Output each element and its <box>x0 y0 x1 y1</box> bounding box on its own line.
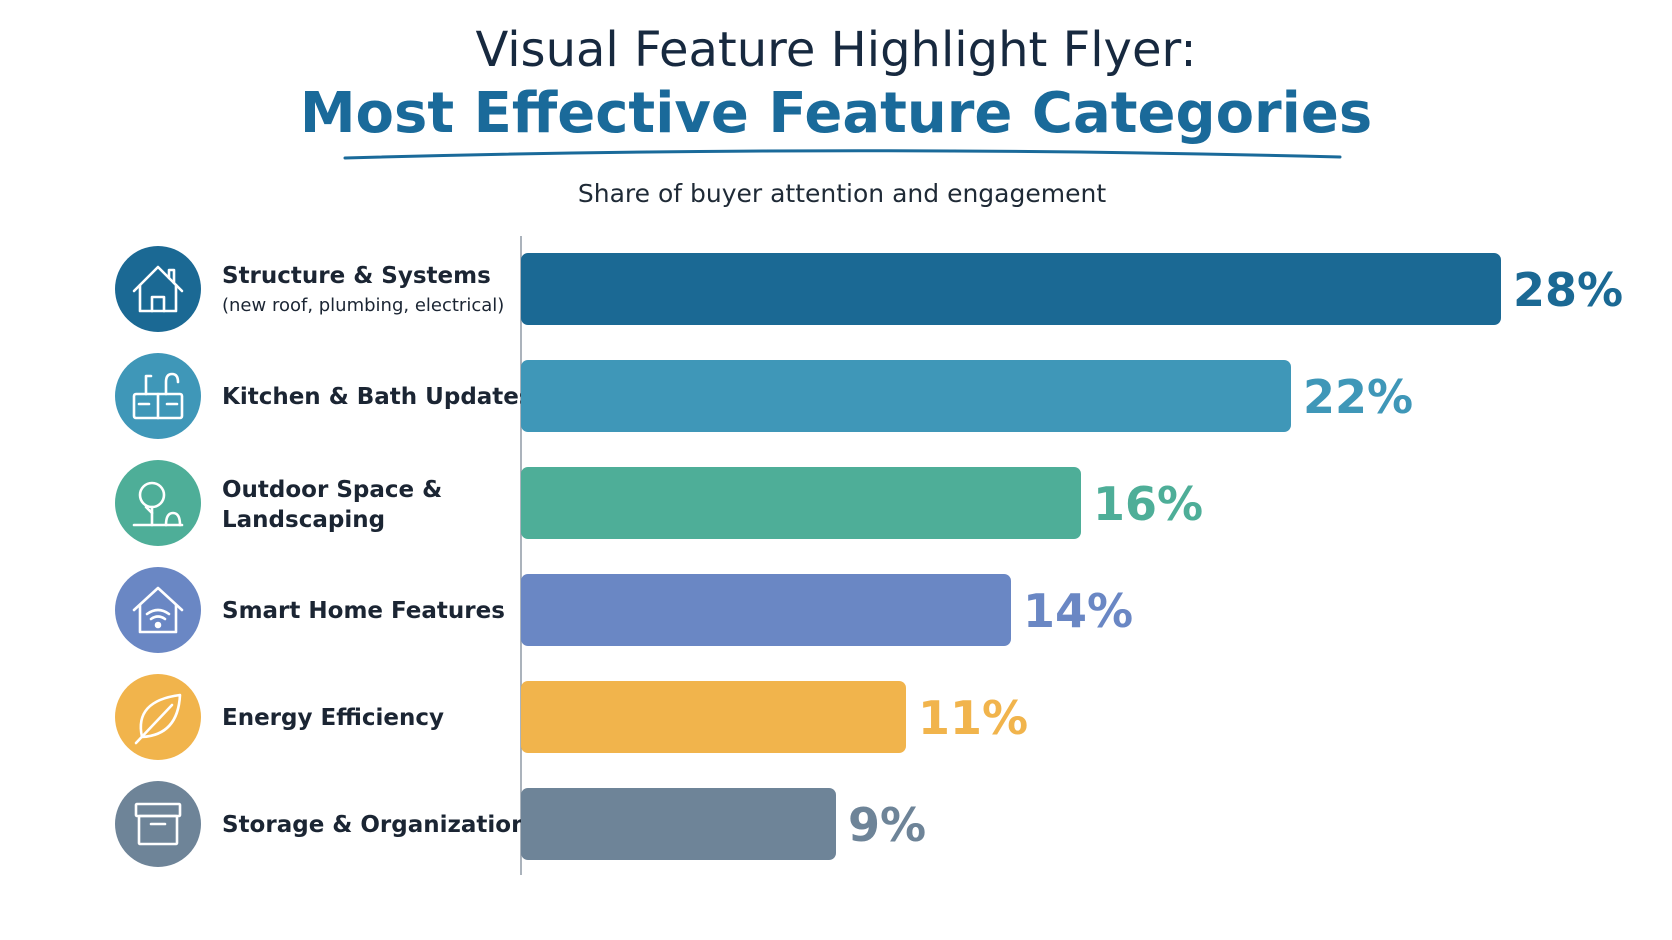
chart-row: Kitchen & Bath Updates 22% <box>115 353 1413 439</box>
value-label: 28% <box>1513 263 1623 317</box>
bar <box>521 360 1291 432</box>
bar <box>521 681 906 753</box>
chart-row: Structure & Systems (new roof, plumbing, … <box>115 246 1623 332</box>
tree-icon <box>115 460 201 546</box>
chart-row: Smart Home Features 14% <box>115 567 1133 653</box>
chart-subtitle: Share of buyer attention and engagement <box>578 179 1106 208</box>
smart-home-wifi-icon <box>115 567 201 653</box>
value-label: 14% <box>1023 584 1133 638</box>
category-label: Outdoor Space & <box>222 477 442 503</box>
value-label: 16% <box>1093 477 1203 531</box>
bar <box>521 253 1501 325</box>
value-label: 11% <box>918 691 1028 745</box>
category-label: Structure & Systems <box>222 263 491 289</box>
bar <box>521 788 836 860</box>
icon-circle <box>115 246 201 332</box>
leaf-icon <box>115 674 201 760</box>
chart-title-line-2: Most Effective Feature Categories <box>300 81 1372 146</box>
chart-row: Storage & Organization 9% <box>115 781 926 867</box>
bar <box>521 574 1011 646</box>
value-label: 22% <box>1303 370 1413 424</box>
category-label: Landscaping <box>222 507 385 533</box>
category-label: Kitchen & Bath Updates <box>222 384 533 410</box>
category-label: Energy Efficiency <box>222 705 444 731</box>
faucet-sink-icon <box>115 353 201 439</box>
title-underline <box>343 149 1342 160</box>
chart-row: Energy Efficiency 11% <box>115 674 1028 760</box>
value-label: 9% <box>848 798 926 852</box>
chart-row: Outdoor Space & Landscaping 16% <box>115 460 1203 546</box>
chart-title-line-1: Visual Feature Highlight Flyer: <box>475 22 1196 78</box>
category-label: Smart Home Features <box>222 598 505 624</box>
category-sublabel: (new roof, plumbing, electrical) <box>222 295 504 316</box>
house-icon <box>115 246 201 332</box>
bar <box>521 467 1081 539</box>
storage-box-icon <box>115 781 201 867</box>
icon-circle <box>115 460 201 546</box>
category-label: Storage & Organization <box>222 812 527 838</box>
chart-rows: Structure & Systems (new roof, plumbing, … <box>115 246 1623 867</box>
icon-circle <box>115 674 201 760</box>
